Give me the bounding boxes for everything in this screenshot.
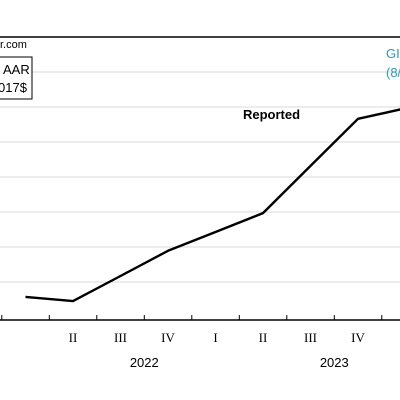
x-tick-label: II xyxy=(69,330,78,345)
source-text: r.com xyxy=(0,39,27,51)
x-ticks xyxy=(1,315,383,320)
plot-frame xyxy=(0,36,400,321)
series-line-reported xyxy=(25,108,400,303)
gdpnow-annotation-line-1: GI xyxy=(386,46,400,61)
x-tick-labels: IIIIIIVIIIIIIIVIII xyxy=(69,330,366,345)
year-label: 2023 xyxy=(320,355,349,370)
x-tick-label: III xyxy=(114,330,127,345)
gdpnow-annotation-line-2: (8/ xyxy=(386,65,400,80)
year-label: 2022 xyxy=(130,355,159,370)
reported-annotation: Reported xyxy=(243,107,300,122)
legend-box: AAR 017$ xyxy=(0,56,33,100)
grid-lines xyxy=(0,71,400,283)
x-tick-label: IV xyxy=(161,330,175,345)
x-tick-label: III xyxy=(304,330,317,345)
x-tick-label: IV xyxy=(351,330,365,345)
legend-line-2: 017$ xyxy=(0,80,28,95)
series-group xyxy=(25,108,400,303)
x-tick-label: II xyxy=(259,330,268,345)
x-tick-label: I xyxy=(213,330,217,345)
year-labels: 2022 2023 xyxy=(130,355,349,370)
legend-line-1: AAR xyxy=(3,62,30,77)
